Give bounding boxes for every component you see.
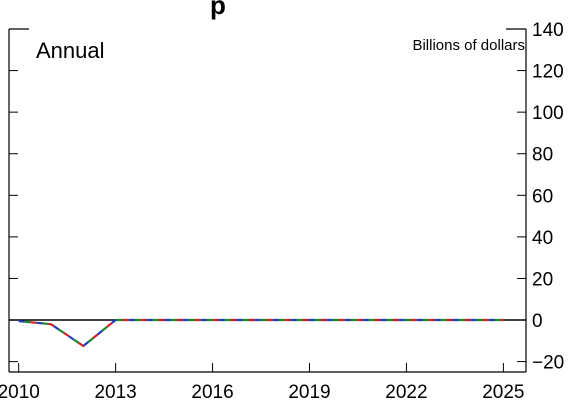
x-tick-label: 2010 <box>0 382 40 402</box>
plot-frame <box>8 28 527 373</box>
y-tick-label: 100 <box>532 103 564 124</box>
series-line-3 <box>18 318 504 348</box>
y-tick-label: 40 <box>532 228 553 249</box>
x-tick-label: 2013 <box>94 382 136 402</box>
x-tick-label: 2025 <box>482 382 524 402</box>
y-tick-label: 120 <box>532 62 564 83</box>
series-line-2 <box>18 318 504 348</box>
y-axis-unit-label: Billions of dollars <box>412 37 525 54</box>
tick-group: −20 0 20 40 60 80 100 120 140 2010 2013 2016 2019 202… <box>0 20 564 402</box>
series-group <box>18 318 504 348</box>
y-tick-label: −20 <box>532 353 564 374</box>
annual-label: Annual <box>36 38 105 63</box>
y-tick-label: 0 <box>532 311 543 332</box>
chart-title-fragment: p <box>210 0 226 20</box>
series-line-1 <box>18 318 504 348</box>
x-tick-label: 2016 <box>191 382 233 402</box>
y-tick-label: 140 <box>532 20 564 41</box>
y-tick-label: 20 <box>532 269 553 290</box>
y-tick-label: 80 <box>532 145 553 166</box>
x-tick-label: 2019 <box>288 382 330 402</box>
y-tick-label: 60 <box>532 186 553 207</box>
x-tick-label: 2022 <box>385 382 427 402</box>
